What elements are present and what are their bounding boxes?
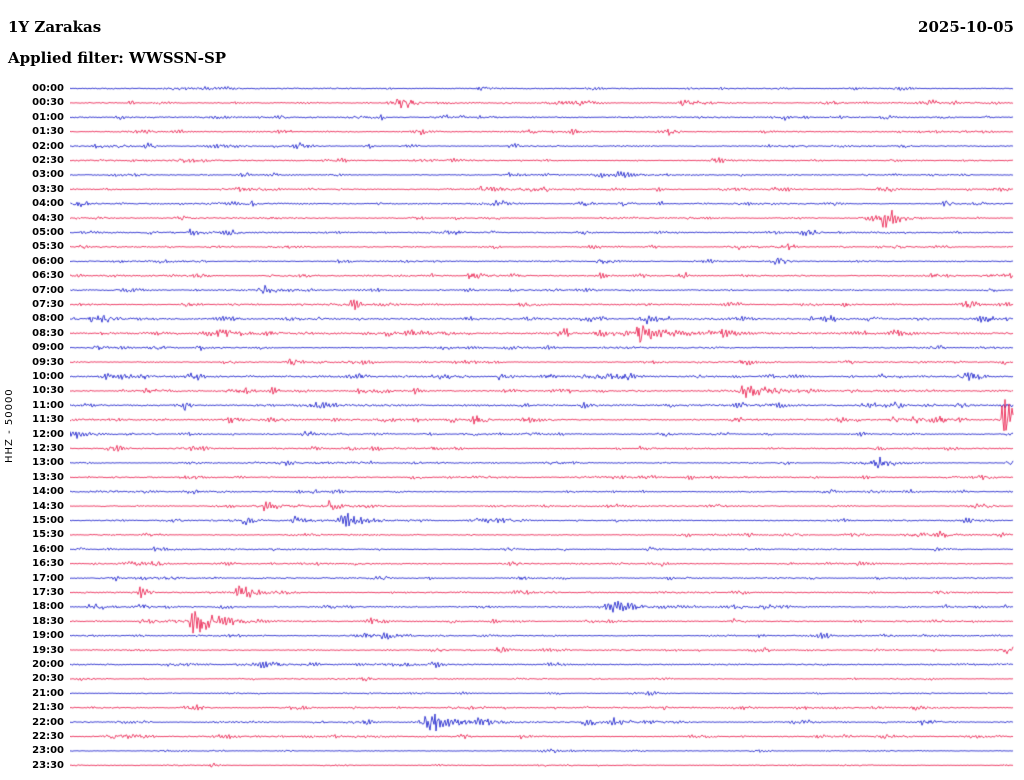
filter-label: Applied filter: WWSSN-SP [8,49,227,67]
time-label: 02:00 [32,140,64,152]
time-label: 19:30 [32,644,64,656]
time-label: 04:00 [32,198,64,210]
time-label: 20:30 [32,673,64,685]
time-label: 00:00 [32,83,64,94]
time-label: 02:30 [32,155,64,166]
time-label: 06:30 [32,270,64,282]
time-label: 05:00 [32,227,64,238]
time-label: 16:00 [32,543,64,555]
time-label: 21:00 [32,687,64,699]
time-label: 20:00 [32,659,64,670]
time-label: 10:00 [32,371,64,382]
time-label: 21:30 [32,702,64,714]
time-label: 13:00 [32,457,64,469]
time-label: 09:30 [32,356,64,368]
time-label: 17:30 [32,587,64,598]
time-label: 08:00 [32,313,64,325]
time-label: 03:00 [32,169,64,181]
time-label: 05:30 [32,241,64,253]
time-label: 10:30 [32,385,64,397]
time-label: 09:00 [32,342,64,354]
time-label: 07:30 [32,299,64,310]
time-label: 08:30 [32,327,64,339]
time-label: 12:30 [32,443,64,454]
time-label: 18:00 [32,601,64,613]
time-label: 03:30 [32,183,64,195]
time-label: 06:00 [32,255,64,267]
time-label: 04:30 [32,212,64,224]
time-label: 14:30 [32,500,64,512]
time-label: 01:30 [32,126,64,138]
date-label: 2025-10-05 [918,18,1014,36]
time-label: 22:00 [32,716,64,728]
time-label: 11:30 [32,414,64,426]
time-label: 19:00 [32,630,64,642]
time-label: 22:30 [32,731,64,742]
time-label: 15:00 [32,515,64,526]
time-label: 01:00 [32,111,64,123]
time-label: 17:00 [32,572,64,584]
time-label: 16:30 [32,558,64,570]
time-label: 14:00 [32,486,64,498]
time-label: 15:30 [32,529,64,541]
time-label: 11:00 [32,399,64,411]
time-label: 13:30 [32,471,64,483]
station-title: 1Y Zarakas [8,18,102,36]
helicorder-canvas[interactable] [70,80,1014,780]
time-label: 23:30 [32,759,64,771]
time-label: 07:00 [32,284,64,296]
time-axis: 00:00 00:30 01:00 01:30 02:00 02:30 03:00 03:30… [0,0,70,780]
time-label: 18:30 [32,615,64,627]
time-label: 00:30 [32,97,64,109]
time-label: 23:00 [32,745,64,757]
time-label: 12:00 [32,428,64,440]
